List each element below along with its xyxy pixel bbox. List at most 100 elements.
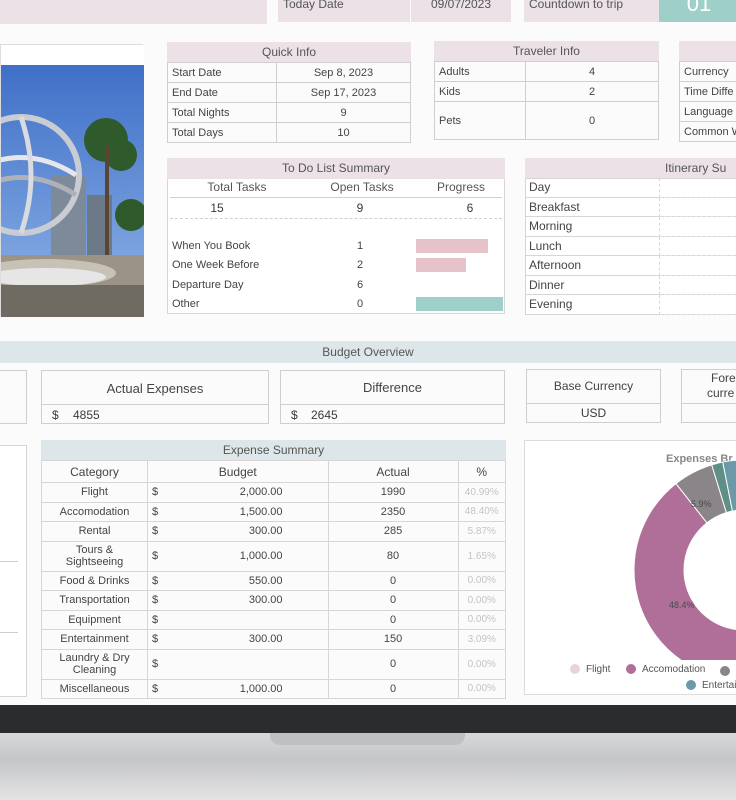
quick-info-value[interactable]: Sep 17, 2023 <box>276 82 411 103</box>
expense-percent: 0.00% <box>457 590 507 611</box>
quick-info-value[interactable]: 9 <box>276 102 411 123</box>
quick-info-label: End Date <box>167 82 277 103</box>
itinerary-cell[interactable] <box>659 217 736 237</box>
expense-actual[interactable]: 2350 <box>327 501 459 522</box>
expense-currency: $ <box>147 570 176 591</box>
difference-box <box>280 370 505 424</box>
budget-overview-title: Budget Overview <box>0 341 736 363</box>
itinerary-cell[interactable] <box>659 275 736 295</box>
expense-row: Entertainment $300.00 150 3.09% <box>41 629 507 650</box>
expense-header-pct: % <box>457 460 507 483</box>
expense-actual[interactable]: 285 <box>327 521 459 542</box>
donut-slice-entertainment[interactable] <box>722 460 736 512</box>
traveler-value[interactable]: 2 <box>525 81 659 102</box>
destination-label: Common W <box>678 121 736 142</box>
expense-header-budget: Budget <box>147 460 329 483</box>
traveler-value[interactable]: 0 <box>525 101 659 140</box>
traveler-row: Adults 4 <box>434 61 659 82</box>
todo-progress-bar <box>416 239 488 253</box>
todo-dotted-rule <box>170 218 502 219</box>
expense-actual[interactable]: 0 <box>327 570 459 591</box>
expense-budget[interactable]: 300.00 <box>176 521 329 542</box>
itinerary-label: Lunch <box>529 238 562 253</box>
quick-info-title: Quick Info <box>167 42 411 62</box>
todo-category-count: 1 <box>356 240 364 252</box>
itinerary-cell[interactable] <box>659 178 736 198</box>
destination-photo <box>0 44 147 317</box>
expense-percent: 3.09% <box>457 629 507 650</box>
expense-actual[interactable]: 0 <box>327 609 459 630</box>
base-currency-value[interactable]: USD <box>580 406 607 420</box>
quick-info-table: Start Date Sep 8, 2023 End Date Sep 17, 20… <box>167 62 411 143</box>
traveler-value[interactable]: 4 <box>525 61 659 82</box>
itinerary-cell[interactable] <box>659 295 736 315</box>
foreign-currency-label-1: Fore <box>711 371 736 385</box>
quick-info-value[interactable]: 10 <box>276 122 411 143</box>
expense-row: Tours & Sightseeing $1,000.00 80 1.65% <box>41 540 507 572</box>
expense-actual[interactable]: 150 <box>327 629 459 650</box>
expense-actual[interactable]: 1990 <box>327 482 459 503</box>
todo-progress-bar <box>416 258 466 272</box>
expense-header-row: Category Budget Actual % <box>41 460 507 483</box>
expense-budget[interactable]: 1,000.00 <box>176 540 329 572</box>
destination-label: Time Diffe <box>678 81 736 102</box>
today-value[interactable]: 09/07/2023 <box>411 0 511 22</box>
todo-total-value: 15 <box>210 201 224 215</box>
expense-budget[interactable]: 1,500.00 <box>176 501 329 522</box>
quick-info-value[interactable]: Sep 8, 2023 <box>276 62 411 83</box>
itinerary-row <box>525 197 736 217</box>
expense-budget[interactable] <box>176 648 329 680</box>
expense-summary-table: Category Budget Actual % Flight $2,000.00… <box>41 460 507 699</box>
expenses-donut-chart: 5.9% 48.4% <box>633 460 736 660</box>
legend-label: Flight <box>586 664 611 675</box>
expense-currency: $ <box>147 501 176 522</box>
quick-info-row: Total Nights 9 <box>167 102 411 123</box>
donut-data-label: 48.4% <box>669 600 695 610</box>
traveler-info-table: Adults 4 Kids 2 Pets 0 <box>434 61 659 140</box>
todo-open-value: 9 <box>356 201 364 215</box>
expense-percent: 0.00% <box>457 678 507 699</box>
itinerary-label: Afternoon <box>529 258 582 272</box>
expense-actual[interactable]: 0 <box>327 678 459 699</box>
quick-info-row: Total Days 10 <box>167 122 411 143</box>
expense-actual[interactable]: 0 <box>327 648 459 680</box>
expense-category: Laundry & Dry Cleaning <box>41 648 148 680</box>
todo-progress-value: 6 <box>466 201 474 215</box>
itinerary-cell[interactable] <box>659 256 736 276</box>
actual-expenses-currency: $ <box>52 408 59 422</box>
expense-actual[interactable]: 80 <box>327 540 459 572</box>
difference-label: Difference <box>362 380 422 395</box>
actual-expenses-value: 4855 <box>73 408 100 422</box>
quick-info-label: Total Days <box>167 122 277 143</box>
donut-slice-accomodation[interactable] <box>633 482 736 660</box>
expense-currency: $ <box>147 482 176 503</box>
expense-category: Entertainment <box>41 629 148 650</box>
expense-budget[interactable]: 300.00 <box>176 590 329 611</box>
difference-rule <box>280 404 505 405</box>
expense-budget[interactable]: 550.00 <box>176 570 329 591</box>
expense-row: Rental $300.00 285 5.87% <box>41 521 507 542</box>
expense-header-actual: Actual <box>327 460 459 483</box>
expense-percent: 1.65% <box>457 540 507 572</box>
itinerary-cell[interactable] <box>659 197 736 217</box>
itinerary-row <box>525 178 736 198</box>
expense-actual[interactable]: 0 <box>327 590 459 611</box>
quick-info-label: Total Nights <box>167 102 277 123</box>
traveler-label: Pets <box>434 101 526 140</box>
itinerary-label: Breakfast <box>529 199 580 214</box>
expense-percent: 40.99% <box>457 482 507 503</box>
expense-header-category: Category <box>41 460 148 483</box>
traveler-row: Pets 0 <box>434 101 659 140</box>
destination-info-title <box>679 41 736 61</box>
todo-category-count: 2 <box>356 259 364 271</box>
expense-budget[interactable]: 2,000.00 <box>176 482 329 503</box>
expense-budget[interactable] <box>176 609 329 630</box>
expense-budget[interactable]: 300.00 <box>176 629 329 650</box>
itinerary-cell[interactable] <box>659 236 736 256</box>
difference-currency: $ <box>291 408 298 422</box>
expense-category: Tours & Sightseeing <box>41 540 148 572</box>
itinerary-label: Day <box>529 180 551 194</box>
destination-row: Language <box>678 101 736 122</box>
expense-budget[interactable]: 1,000.00 <box>176 678 329 699</box>
actual-expenses-box <box>41 370 269 424</box>
